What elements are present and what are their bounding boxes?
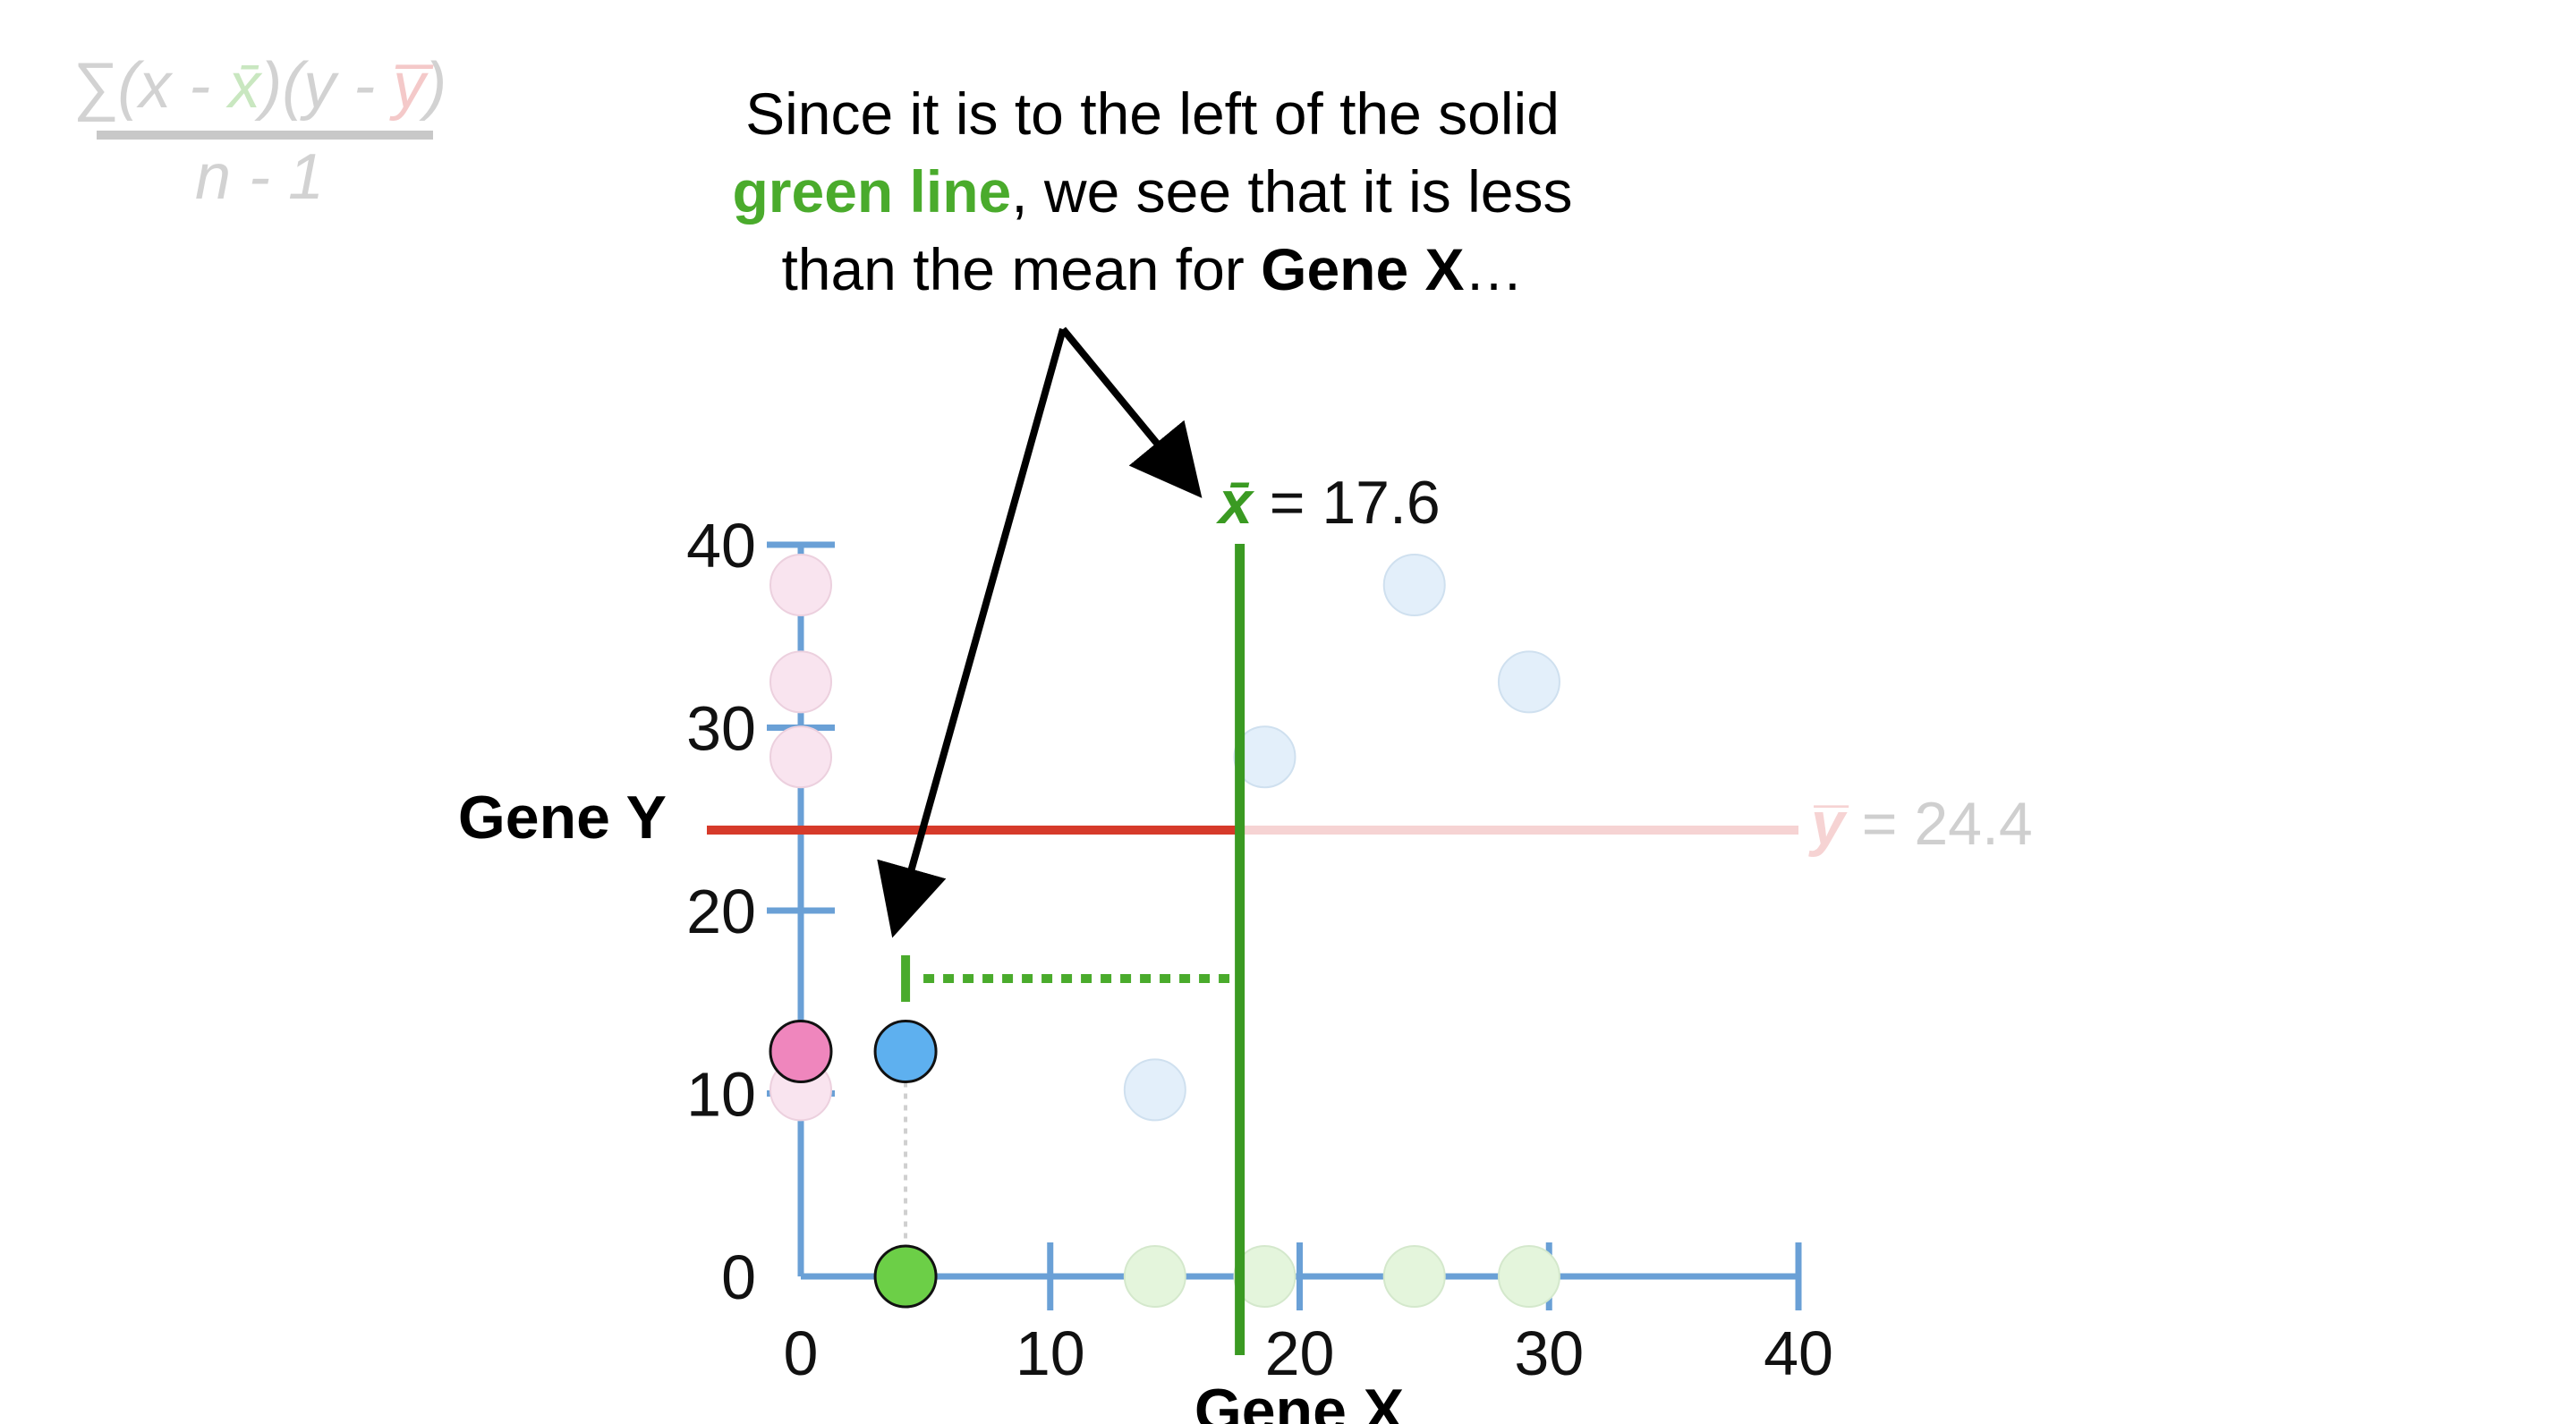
y-projection-faded-1 (769, 725, 832, 789)
y-projection-faded-3 (769, 650, 832, 714)
y-axis-title: Gene Y (458, 784, 667, 852)
caption-line-2-rest: , we see that it is less (1011, 158, 1572, 225)
y-tick-label-10: 10 (686, 1060, 756, 1130)
caption-line-3: than the mean for Gene X… (781, 236, 1523, 302)
x-tick-label-40: 40 (1764, 1318, 1833, 1388)
caption-line-3-start: than the mean for (781, 236, 1261, 302)
arrow-to-mean-line (1059, 326, 1203, 498)
data-point-faded-2 (1382, 553, 1446, 616)
x-mean-value: = 17.6 (1253, 469, 1441, 537)
x-projection-faded-2 (1382, 1245, 1446, 1308)
formula-denominator: n - 1 (195, 141, 324, 213)
y-tick-label-30: 30 (686, 694, 756, 764)
data-point-faded-3 (1497, 650, 1560, 714)
caption-gene-x: Gene X (1261, 236, 1464, 302)
x-projection-faded-3 (1497, 1245, 1560, 1308)
caption: Since it is to the left of the solid gre… (732, 81, 1572, 302)
y-mean-value: = 24.4 (1845, 790, 2033, 858)
x-projection-faded-1 (1233, 1245, 1297, 1308)
x-tick-label-10: 10 (1016, 1318, 1085, 1388)
data-point-highlighted (873, 1019, 938, 1083)
formula-open-x: (x - (117, 50, 228, 122)
x-projection-highlighted (873, 1244, 938, 1309)
x-mean-symbol: x̄ (1216, 469, 1255, 537)
y-projection-highlighted (769, 1019, 833, 1083)
y-tick-label-0: 0 (721, 1242, 756, 1312)
x-projection-faded-0 (1123, 1245, 1186, 1308)
x-tick-label-30: 30 (1514, 1318, 1584, 1388)
x-tick-label-0: 0 (784, 1318, 819, 1388)
arrow-to-deviation (877, 327, 1067, 938)
caption-line-1: Since it is to the left of the solid (745, 81, 1560, 147)
x-tick-label-20: 20 (1265, 1318, 1335, 1388)
formula-fraction-bar (97, 131, 433, 140)
data-point-faded-1 (1233, 725, 1297, 789)
y-tick-label-40: 40 (686, 511, 756, 581)
caption-green-line: green line (732, 158, 1011, 225)
y-tick-label-20: 20 (686, 877, 756, 946)
x-axis-title: Gene X (1194, 1377, 1404, 1424)
data-point-faded-0 (1123, 1058, 1186, 1122)
annotation-arrows (877, 326, 1203, 938)
formula-mid: )(y - (254, 50, 393, 122)
x-mean-label: x̄ = 17.6 (1216, 469, 1441, 537)
scatter-plot: 0 10 20 30 40 0 10 20 30 40 Gene X Gene Y x̄ = 17.6 y… (458, 469, 2033, 1424)
formula-xbar: x̄ (225, 50, 263, 122)
y-mean-symbol: y̅ (1808, 790, 1849, 858)
y-projection-faded-2 (769, 553, 832, 616)
covariance-formula: ∑(x - x̄)(y - y̅) n - 1 (72, 50, 446, 213)
caption-line-2: green line, we see that it is less (732, 158, 1572, 225)
caption-line-3-end: … (1465, 236, 1524, 302)
y-mean-label: y̅ = 24.4 (1808, 790, 2033, 858)
formula-numerator: ∑(x - x̄)(y - y̅) (72, 50, 446, 122)
formula-sigma: ∑ (72, 50, 117, 122)
